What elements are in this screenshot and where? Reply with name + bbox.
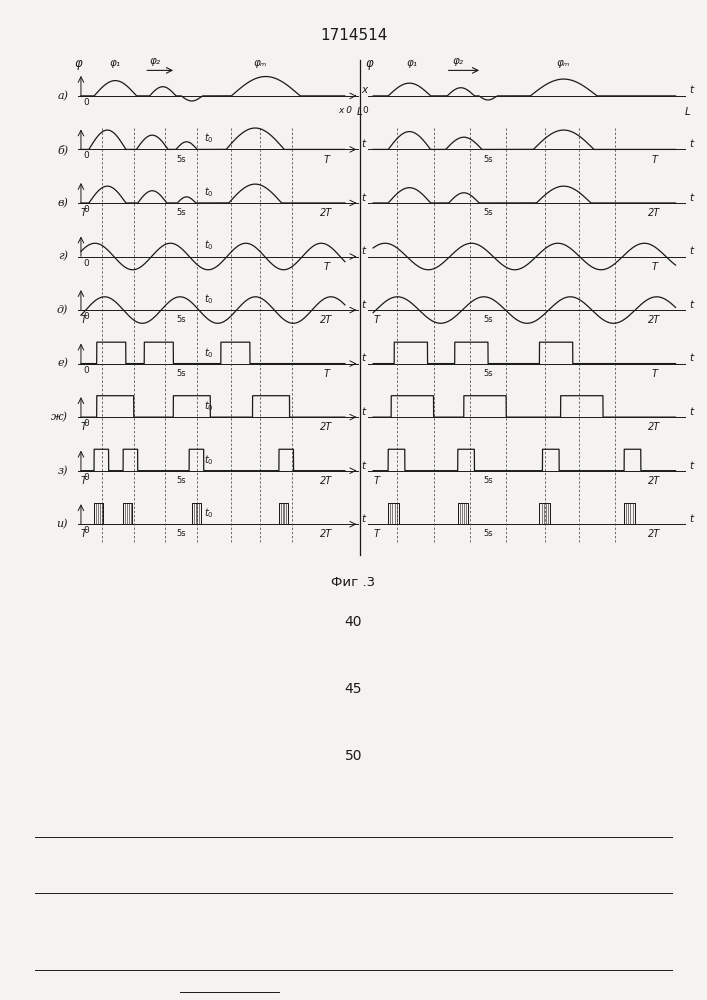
Text: t: t [361,246,366,256]
Text: φ₁: φ₁ [407,58,418,68]
Text: 50: 50 [345,749,362,763]
Text: 2T: 2T [320,529,332,539]
Text: t: t [689,461,693,471]
Text: T: T [81,476,86,486]
Text: t: t [689,85,693,95]
Text: г): г) [58,251,68,262]
Text: $t_0$: $t_0$ [204,399,214,413]
Text: φ₁: φ₁ [110,58,121,68]
Text: 2T: 2T [320,476,332,486]
Text: 45: 45 [345,682,362,696]
Text: T: T [373,529,379,539]
Text: T: T [651,262,658,272]
Text: 1714514: 1714514 [320,27,387,42]
Text: t: t [361,193,366,203]
Text: $t_0$: $t_0$ [204,239,214,252]
Text: t: t [689,407,693,417]
Text: $t_0$: $t_0$ [204,292,214,306]
Text: x 0: x 0 [339,106,353,115]
Text: Фиг .3: Фиг .3 [332,576,375,589]
Text: t: t [361,300,366,310]
Text: T: T [81,208,86,218]
Text: T: T [323,369,329,379]
Text: 2T: 2T [648,422,660,432]
Text: в): в) [57,198,68,208]
Text: $t_0$: $t_0$ [204,346,214,360]
Text: φ₂: φ₂ [149,56,160,66]
Text: 0: 0 [83,98,89,107]
Text: t: t [361,514,366,524]
Text: t: t [689,139,693,149]
Text: и): и) [57,519,68,529]
Text: 5s: 5s [177,155,186,164]
Text: t: t [689,193,693,203]
Text: φₘ: φₘ [557,58,571,68]
Text: t: t [361,407,366,417]
Text: д): д) [57,305,68,315]
Text: 5s: 5s [483,476,493,485]
Text: φ: φ [366,57,373,70]
Text: 2T: 2T [648,476,660,486]
Text: 2T: 2T [320,422,332,432]
Text: 0: 0 [363,106,368,115]
Text: 2T: 2T [648,208,660,218]
Text: t: t [689,300,693,310]
Text: а): а) [57,91,68,101]
Text: з): з) [58,466,68,476]
Text: 2T: 2T [648,529,660,539]
Text: T: T [373,315,379,325]
Text: t: t [689,246,693,256]
Text: t: t [689,514,693,524]
Text: φₘ: φₘ [254,58,267,68]
Text: 0: 0 [83,473,89,482]
Text: $t_0$: $t_0$ [204,506,214,520]
Text: T: T [81,315,86,325]
Text: 0: 0 [83,151,89,160]
Text: ж): ж) [51,412,68,422]
Text: $t_0$: $t_0$ [204,453,214,467]
Text: T: T [323,262,329,272]
Text: t: t [361,461,366,471]
Text: 5s: 5s [483,208,493,217]
Text: 5s: 5s [483,369,493,378]
Text: T: T [651,155,658,165]
Text: 2T: 2T [320,315,332,325]
Text: t: t [361,353,366,363]
Text: 5s: 5s [483,529,493,538]
Text: 5s: 5s [177,529,186,538]
Text: 0: 0 [83,205,89,214]
Text: 0: 0 [83,259,89,268]
Text: x: x [361,85,368,95]
Text: L: L [685,107,691,117]
Text: t: t [689,353,693,363]
Text: T: T [81,529,86,539]
Text: 5s: 5s [483,315,493,324]
Text: 0: 0 [83,312,89,321]
Text: T: T [323,155,329,165]
Text: 5s: 5s [177,315,186,324]
Text: 5s: 5s [483,155,493,164]
Text: 0: 0 [83,526,89,535]
Text: е): е) [57,358,68,369]
Text: 0: 0 [83,419,89,428]
Text: 5s: 5s [177,369,186,378]
Text: 5s: 5s [177,476,186,485]
Text: 2T: 2T [320,208,332,218]
Text: T: T [373,476,379,486]
Text: 2T: 2T [648,315,660,325]
Text: 40: 40 [345,615,362,629]
Text: L: L [356,107,362,117]
Text: t: t [361,139,366,149]
Text: б): б) [57,144,68,155]
Text: φ₂: φ₂ [452,56,463,66]
Text: T: T [81,422,86,432]
Text: $t_0$: $t_0$ [204,185,214,199]
Text: $t_0$: $t_0$ [204,132,214,145]
Text: T: T [651,369,658,379]
Text: 5s: 5s [177,208,186,217]
Text: 0: 0 [83,366,89,375]
Text: φ: φ [74,57,82,70]
